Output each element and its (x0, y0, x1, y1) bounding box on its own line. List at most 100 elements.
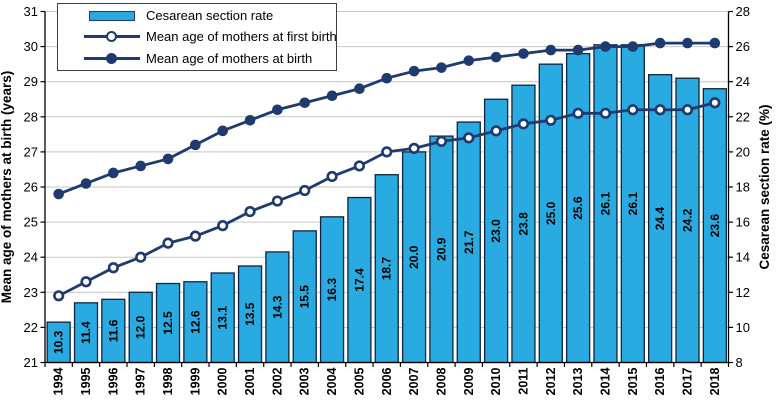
bar-value-label-2015: 26.1 (626, 192, 640, 216)
filled-marker-2005 (354, 83, 365, 95)
right-tick-label: 12 (736, 285, 750, 300)
x-tick-label-2009: 2009 (462, 367, 476, 395)
filled-circle-line-icon (83, 51, 140, 65)
filled-marker-2008 (436, 62, 447, 73)
legend-label: Mean age of mothers at first birth (146, 29, 337, 45)
open-marker-2018 (709, 97, 721, 109)
filled-marker-2002 (272, 104, 283, 116)
right-axis-title: Cesarean section rate (%) (757, 104, 772, 269)
right-tick-label: 16 (736, 215, 750, 230)
left-tick-label: 22 (24, 320, 38, 335)
right-tick-label: 22 (736, 109, 750, 124)
x-tick-label-2002: 2002 (270, 367, 284, 395)
open-marker-2005 (353, 160, 366, 172)
open-marker-1999 (189, 230, 201, 242)
left-tick-label: 30 (24, 39, 38, 54)
bar-value-label-2002: 14.3 (270, 295, 284, 319)
open-marker-1995 (80, 276, 92, 288)
bar-value-label-2016: 24.4 (653, 207, 667, 231)
filled-marker-2006 (381, 72, 393, 84)
bar-value-label-2010: 23.0 (489, 219, 503, 243)
x-tick-label-2014: 2014 (598, 367, 612, 395)
bar-value-label-2017: 24.2 (680, 208, 694, 232)
open-marker-1998 (162, 237, 174, 249)
x-tick-label-2005: 2005 (352, 367, 366, 395)
bar-value-label-2008: 20.9 (434, 237, 448, 261)
bar-value-label-1998: 12.5 (161, 311, 175, 335)
x-tick-label-2004: 2004 (325, 367, 339, 395)
x-tick-label-2003: 2003 (298, 367, 312, 395)
open-marker-2013 (572, 107, 584, 119)
x-tick-label-1996: 1996 (106, 367, 120, 395)
open-marker-2004 (326, 170, 338, 183)
bar-value-label-2005: 17.4 (352, 268, 366, 292)
left-tick-label: 28 (24, 109, 38, 124)
x-tick-label-1997: 1997 (134, 367, 148, 395)
filled-marker-2004 (326, 90, 338, 102)
bar-swatch-icon (88, 10, 135, 21)
bar-value-label-2009: 21.7 (462, 230, 476, 254)
filled-marker-1997 (135, 160, 146, 172)
open-marker-1997 (135, 251, 147, 263)
open-marker-2010 (490, 125, 502, 137)
filled-marker-2000 (217, 125, 229, 137)
bar-value-label-2014: 26.1 (598, 192, 612, 216)
x-tick-label-2015: 2015 (626, 367, 640, 395)
open-marker-2009 (463, 132, 475, 144)
open-marker-2003 (299, 184, 311, 197)
filled-marker-2012 (545, 44, 557, 56)
bar-value-label-2003: 15.5 (298, 285, 312, 309)
filled-marker-2017 (682, 37, 693, 49)
bar-value-label-1996: 11.6 (106, 319, 120, 342)
right-tick-label: 20 (736, 144, 750, 159)
open-marker-2002 (271, 195, 283, 207)
x-tick-label-2001: 2001 (243, 367, 257, 395)
open-marker-2012 (545, 114, 557, 126)
filled-marker-1994 (53, 188, 64, 200)
x-tick-label-1999: 1999 (188, 367, 202, 395)
x-tick-label-2010: 2010 (489, 367, 503, 395)
x-tick-label-2016: 2016 (653, 367, 667, 395)
x-tick-label-2011: 2011 (516, 367, 530, 394)
legend-label: Mean age of mothers at birth (146, 50, 313, 66)
right-tick-label: 28 (736, 4, 750, 19)
filled-marker-2003 (299, 97, 311, 109)
open-marker-1994 (53, 290, 65, 302)
x-tick-label-2012: 2012 (544, 367, 558, 395)
x-tick-label-2008: 2008 (434, 367, 448, 395)
right-tick-label: 26 (736, 39, 750, 54)
left-tick-label: 25 (24, 215, 38, 230)
legend-label: Cesarean section rate (146, 8, 274, 24)
filled-marker-2011 (518, 48, 529, 59)
legend-item-mean-age-first-birth: Mean age of mothers at first birth (58, 26, 337, 47)
right-tick-label: 8 (736, 355, 743, 370)
open-marker-2014 (599, 107, 612, 119)
legend-swatch-wrap (83, 9, 140, 23)
x-tick-label-1998: 1998 (161, 367, 175, 395)
right-tick-label: 14 (736, 250, 750, 265)
x-tick-label-2013: 2013 (571, 367, 585, 395)
open-marker-2006 (381, 146, 393, 158)
x-tick-label-2017: 2017 (680, 367, 694, 395)
left-tick-label: 24 (24, 250, 38, 265)
left-tick-label: 26 (24, 180, 38, 195)
open-marker-1996 (107, 262, 119, 274)
filled-marker-2015 (627, 41, 639, 52)
bar-value-label-1995: 11.4 (79, 321, 93, 344)
right-tick-label: 10 (736, 320, 750, 335)
filled-marker-2010 (490, 51, 502, 63)
left-tick-label: 23 (24, 285, 38, 300)
bar-value-label-2006: 18.7 (380, 257, 394, 281)
filled-marker-2001 (244, 115, 256, 126)
bar-value-label-2001: 13.5 (243, 302, 257, 326)
open-marker-2001 (244, 205, 256, 218)
legend-swatch-wrap (83, 51, 140, 65)
bar-value-label-2000: 13.1 (216, 306, 230, 330)
left-tick-label: 27 (24, 144, 38, 159)
legend-swatch-wrap (83, 30, 140, 44)
filled-marker-1995 (80, 178, 92, 189)
legend-item-mean-age-birth: Mean age of mothers at birth (58, 48, 336, 69)
left-tick-label: 21 (24, 355, 38, 370)
legend: Cesarean section rate Mean age of mother… (57, 3, 337, 71)
